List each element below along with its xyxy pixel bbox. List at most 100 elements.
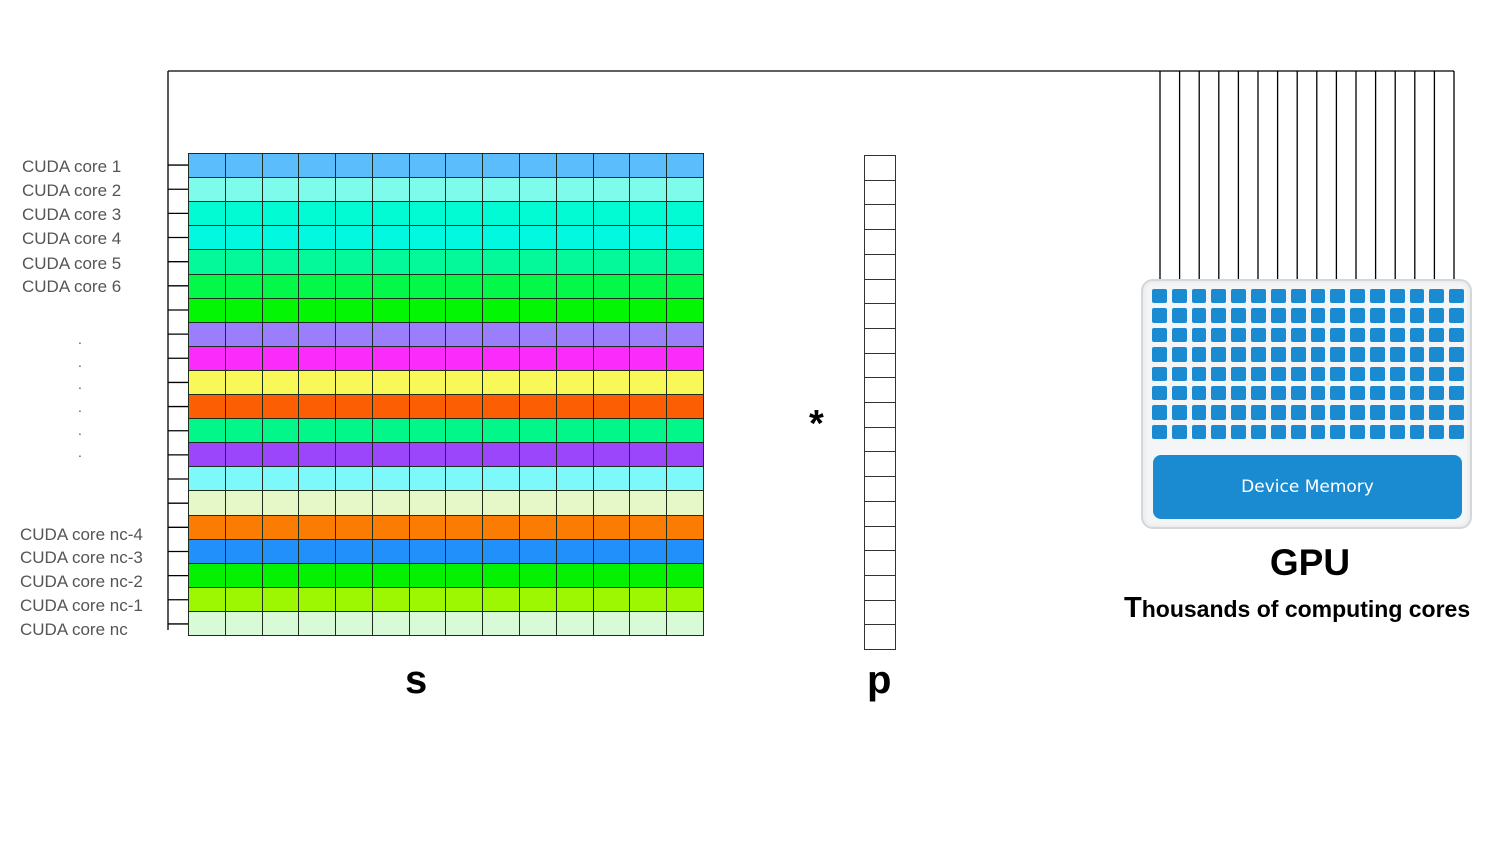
matrix-cell bbox=[189, 443, 226, 468]
ellipsis-dot: . bbox=[78, 354, 82, 370]
gpu-core bbox=[1290, 308, 1306, 323]
matrix-cell bbox=[372, 346, 410, 371]
gpu-core bbox=[1171, 424, 1187, 439]
matrix-cell bbox=[262, 322, 300, 347]
matrix-cell bbox=[262, 563, 300, 588]
matrix-cell bbox=[409, 587, 447, 612]
matrix-cell bbox=[593, 611, 631, 636]
matrix-cell bbox=[556, 443, 594, 468]
matrix-cell bbox=[299, 443, 337, 468]
matrix-cell bbox=[483, 419, 521, 444]
matrix-cell bbox=[520, 515, 557, 540]
core-label: CUDA core nc-4 bbox=[20, 525, 143, 544]
matrix-cell bbox=[189, 395, 226, 420]
matrix-cell bbox=[225, 274, 263, 299]
gpu-core bbox=[1251, 385, 1266, 401]
gpu-core bbox=[1191, 366, 1207, 381]
vector-cell bbox=[865, 156, 896, 181]
device-memory-block: Device Memory bbox=[1153, 455, 1462, 519]
matrix-cell bbox=[262, 226, 300, 251]
gpu-core bbox=[1350, 366, 1365, 381]
matrix-cell bbox=[520, 250, 557, 275]
matrix-cell bbox=[189, 611, 226, 636]
gpu-core bbox=[1429, 308, 1445, 323]
matrix-cell bbox=[446, 467, 484, 492]
gpu-core bbox=[1251, 289, 1266, 304]
matrix-cell bbox=[225, 587, 263, 612]
matrix-cell bbox=[593, 226, 631, 251]
matrix-cell bbox=[189, 419, 226, 444]
vector-cell bbox=[865, 328, 896, 354]
matrix-cell bbox=[593, 395, 631, 420]
matrix-cell bbox=[409, 154, 447, 179]
matrix-cell bbox=[225, 370, 263, 395]
matrix-cell bbox=[262, 539, 300, 564]
gpu-core bbox=[1270, 385, 1286, 401]
matrix-cell bbox=[446, 515, 484, 540]
matrix-cell bbox=[483, 202, 521, 227]
gpu-core bbox=[1409, 366, 1425, 381]
matrix-cell bbox=[372, 587, 410, 612]
matrix-cell bbox=[262, 346, 300, 371]
gpu-core bbox=[1290, 347, 1306, 362]
matrix-cell bbox=[372, 539, 410, 564]
matrix-cell bbox=[446, 202, 484, 227]
matrix-cell bbox=[630, 154, 668, 179]
matrix-cell bbox=[299, 178, 337, 203]
vector-cell bbox=[865, 551, 896, 576]
gpu-core bbox=[1449, 424, 1464, 439]
matrix-cell bbox=[593, 346, 631, 371]
gpu-core bbox=[1310, 327, 1326, 343]
gpu-core bbox=[1310, 405, 1326, 420]
matrix-cell bbox=[593, 443, 631, 468]
matrix-cell bbox=[556, 226, 594, 251]
matrix-cell bbox=[446, 491, 484, 516]
gpu-core bbox=[1350, 424, 1365, 439]
matrix-cell bbox=[372, 274, 410, 299]
gpu-core bbox=[1270, 405, 1286, 420]
gpu-core bbox=[1310, 347, 1326, 362]
matrix-cell bbox=[667, 443, 704, 468]
gpu-core bbox=[1270, 347, 1286, 362]
matrix-cell bbox=[372, 250, 410, 275]
gpu-core bbox=[1191, 308, 1207, 323]
matrix-cell bbox=[372, 298, 410, 323]
matrix-cell bbox=[299, 322, 337, 347]
matrix-cell bbox=[336, 298, 373, 323]
matrix-cell bbox=[409, 395, 447, 420]
vector-cell bbox=[865, 378, 896, 403]
matrix-cell bbox=[630, 467, 668, 492]
gpu-core bbox=[1231, 308, 1247, 323]
gpu-core bbox=[1330, 327, 1346, 343]
matrix-cell bbox=[299, 515, 337, 540]
core-label: CUDA core nc-2 bbox=[20, 572, 143, 591]
matrix-cell bbox=[556, 346, 594, 371]
gpu-core bbox=[1310, 424, 1326, 439]
matrix-cell bbox=[299, 226, 337, 251]
core-label: CUDA core nc bbox=[20, 620, 128, 639]
gpu-core bbox=[1389, 308, 1405, 323]
gpu-core bbox=[1152, 347, 1167, 362]
gpu-core bbox=[1231, 366, 1247, 381]
vector-cell bbox=[865, 205, 896, 231]
matrix-cell bbox=[520, 298, 557, 323]
gpu-input-arrows bbox=[1154, 71, 1460, 290]
gpu-core bbox=[1152, 327, 1167, 343]
gpu-core bbox=[1409, 385, 1425, 401]
matrix-cell bbox=[520, 563, 557, 588]
matrix-cell bbox=[225, 178, 263, 203]
matrix-cell bbox=[336, 178, 373, 203]
matrix-cell bbox=[446, 395, 484, 420]
matrix-cell bbox=[299, 563, 337, 588]
matrix-cell bbox=[409, 178, 447, 203]
matrix-cell bbox=[446, 539, 484, 564]
matrix-cell bbox=[189, 539, 226, 564]
matrix-cell bbox=[189, 322, 226, 347]
matrix-cell bbox=[409, 443, 447, 468]
gpu-core bbox=[1369, 327, 1385, 343]
matrix-cell bbox=[556, 250, 594, 275]
matrix-cell bbox=[593, 250, 631, 275]
gpu-core bbox=[1211, 289, 1227, 304]
matrix-cell bbox=[336, 395, 373, 420]
gpu-core bbox=[1171, 327, 1187, 343]
